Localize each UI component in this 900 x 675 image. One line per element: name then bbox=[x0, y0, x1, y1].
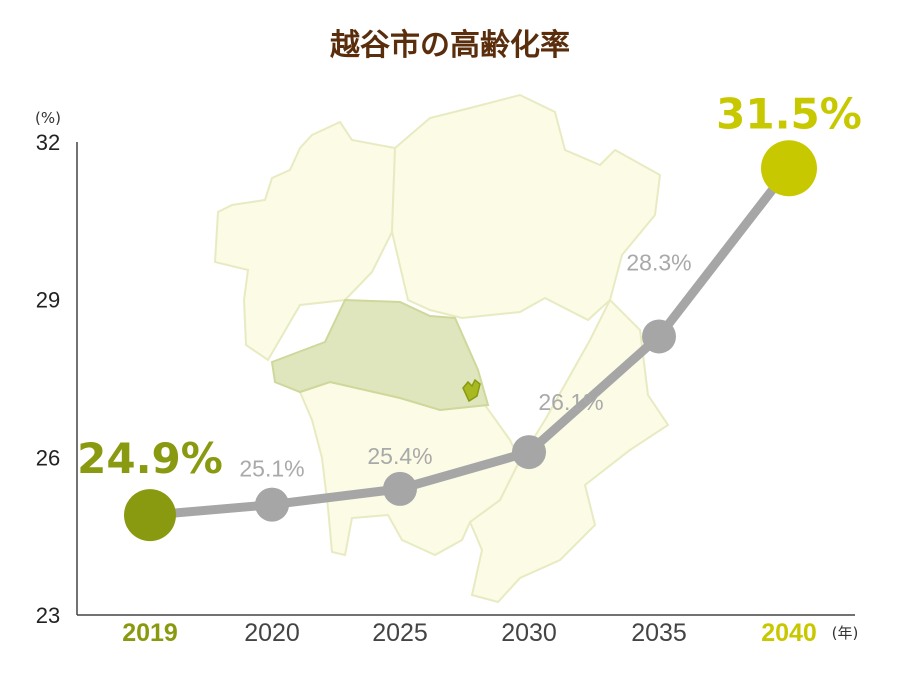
background-map bbox=[213, 93, 670, 604]
data-point bbox=[512, 435, 546, 470]
y-axis-unit: (%) bbox=[35, 109, 61, 127]
x-tick-label: 2030 bbox=[501, 619, 557, 647]
data-point bbox=[642, 319, 676, 354]
data-label: 28.3% bbox=[626, 249, 691, 275]
city-marker bbox=[462, 378, 481, 403]
data-point-last bbox=[761, 140, 817, 197]
y-tick-label: 23 bbox=[36, 603, 60, 628]
y-tick-label: 32 bbox=[36, 130, 60, 155]
data-label: 25.4% bbox=[367, 443, 432, 469]
x-tick-label: 2025 bbox=[372, 619, 428, 647]
x-tick-label: 2019 bbox=[122, 619, 178, 647]
x-tick-label: 2035 bbox=[631, 619, 687, 647]
series-line bbox=[145, 163, 794, 520]
y-tick-label: 26 bbox=[36, 445, 60, 470]
x-axis-unit: (年) bbox=[832, 624, 859, 642]
x-tick-label: 2020 bbox=[244, 619, 300, 647]
series-line-group bbox=[124, 140, 817, 542]
data-point-first bbox=[124, 489, 176, 542]
x-tick-labels: 2019 2020 2025 2030 2035 2040 bbox=[122, 619, 817, 647]
y-tick-labels: 23 26 29 32 bbox=[36, 130, 60, 628]
data-label: 26.1% bbox=[538, 389, 603, 415]
data-label-first: 24.9% bbox=[77, 434, 223, 483]
data-point bbox=[383, 471, 417, 506]
data-label: 25.1% bbox=[239, 456, 304, 482]
data-point bbox=[255, 487, 289, 522]
data-label-group: 24.9% 25.1% 25.4% 26.1% 28.3% 31.5% bbox=[77, 89, 862, 483]
y-tick-label: 29 bbox=[36, 288, 60, 313]
data-label-last: 31.5% bbox=[716, 89, 862, 138]
map-region-highlight bbox=[270, 298, 490, 412]
chart-title: 越谷市の高齢化率 bbox=[330, 28, 570, 63]
map-region-north bbox=[390, 93, 662, 322]
x-tick-label: 2040 bbox=[761, 619, 817, 647]
